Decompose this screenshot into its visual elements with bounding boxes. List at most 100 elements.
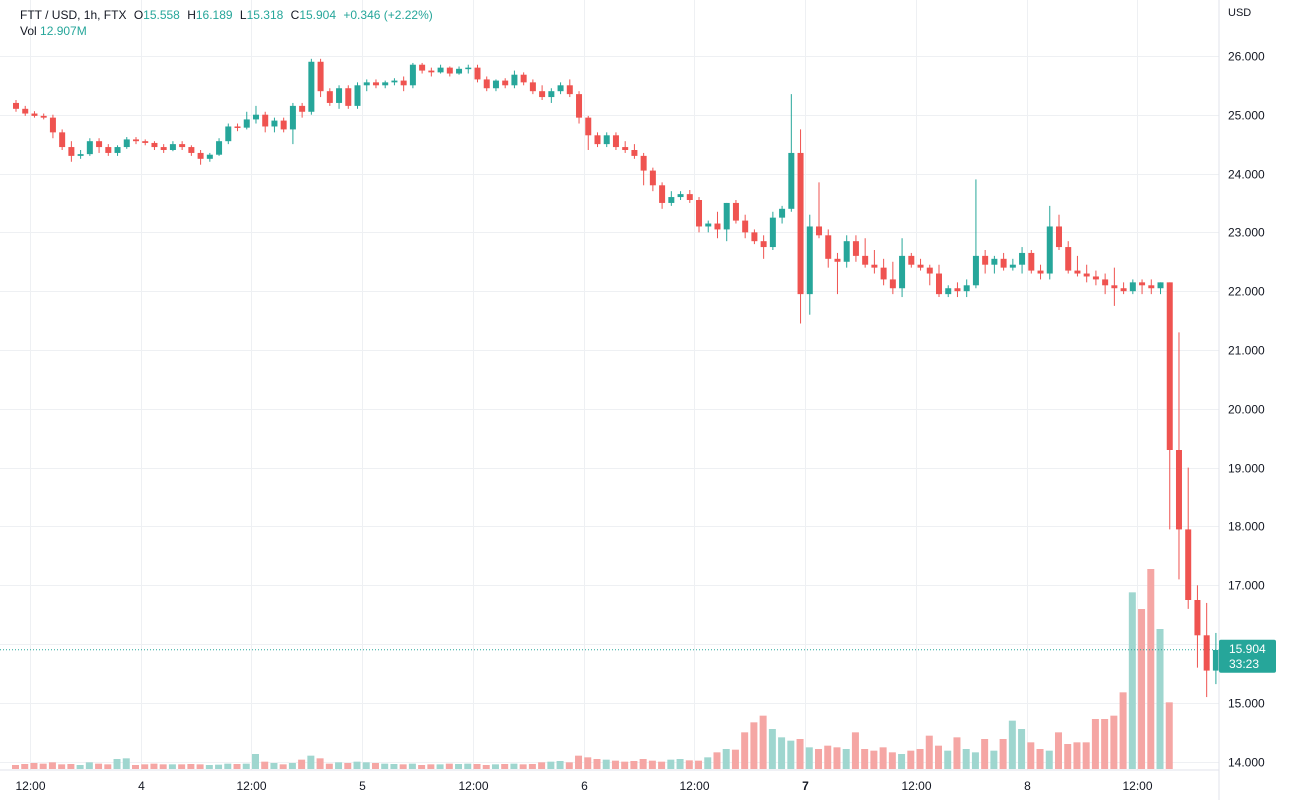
candle-body	[612, 135, 619, 148]
time-tick-label: 8	[1024, 779, 1031, 793]
candle	[1037, 264, 1044, 280]
candle-body	[640, 155, 647, 171]
candle-body	[806, 226, 813, 295]
candle-body	[502, 80, 509, 86]
candle	[742, 214, 749, 239]
time-tick-label: 12:00	[458, 779, 488, 793]
candle	[123, 137, 130, 149]
candle-body	[1148, 285, 1155, 289]
candle	[1139, 279, 1146, 295]
volume-bar	[584, 757, 592, 769]
volume-bar	[981, 739, 989, 769]
price-tag-box	[1219, 639, 1276, 673]
candle-body	[677, 194, 684, 198]
volume-bar	[1165, 702, 1173, 769]
volume-bar	[104, 764, 112, 769]
candle-body	[576, 94, 583, 118]
candle	[1046, 205, 1053, 280]
candle-body	[456, 68, 463, 74]
close-value: 15.904	[299, 8, 337, 22]
volume-bar	[418, 765, 426, 769]
volume-bar	[1045, 750, 1053, 769]
volume-bar	[685, 760, 693, 769]
candle	[243, 111, 250, 130]
candle-body	[825, 235, 832, 259]
volume-bar	[667, 759, 675, 769]
candle-body	[852, 241, 859, 256]
candle-body	[59, 132, 66, 148]
volume-bar	[1156, 629, 1164, 769]
candle	[197, 150, 204, 165]
volume-bar	[547, 761, 555, 769]
volume-bar	[1147, 569, 1155, 769]
volume-bar	[325, 763, 333, 769]
volume-bar	[953, 737, 961, 769]
candle	[982, 250, 989, 274]
candle-body	[631, 150, 638, 156]
volume-bar	[898, 754, 906, 769]
volume-bar	[713, 752, 721, 769]
volume-bar	[427, 764, 435, 769]
price-axis[interactable]: USD14.00015.00016.00017.00018.00019.0002…	[1218, 0, 1265, 800]
candle	[1185, 467, 1192, 609]
candle	[631, 144, 638, 159]
volume-bar	[1119, 692, 1127, 769]
time-tick-label: 4	[138, 779, 145, 793]
volume-bar	[842, 749, 850, 769]
candle-body	[382, 82, 389, 86]
volume-bar	[353, 761, 361, 769]
candle-body	[1111, 285, 1118, 289]
volume-bar	[335, 762, 343, 769]
candle-body	[132, 139, 139, 142]
candle-body	[1028, 252, 1035, 271]
price-tick-label: 21.000	[1228, 344, 1265, 358]
volume-bar	[658, 761, 666, 769]
volume-bar	[251, 754, 259, 769]
volume-bar	[704, 757, 712, 769]
volume-bar	[935, 745, 942, 769]
candle	[1102, 273, 1109, 295]
volume-bar	[1018, 729, 1026, 769]
candle	[446, 66, 453, 77]
candle	[465, 64, 472, 74]
candle	[1074, 255, 1081, 277]
candle	[640, 152, 647, 186]
candle	[899, 238, 906, 298]
volume-bar	[150, 763, 158, 769]
candle-body	[169, 144, 176, 150]
candle-body	[1046, 226, 1053, 274]
volume-bar	[344, 763, 352, 769]
time-axis[interactable]: 12:00 4 12:00 5 12:00 6 12:00 7 12:00 8 12:00	[0, 769, 1219, 793]
candle-body	[668, 197, 675, 203]
candle-body	[483, 79, 490, 89]
price-tick-label: 24.000	[1228, 168, 1265, 182]
volume-bar	[778, 737, 786, 769]
candle	[539, 85, 546, 100]
candle	[954, 282, 961, 298]
volume-bar	[288, 763, 296, 769]
candle	[49, 114, 56, 139]
candle	[816, 182, 823, 239]
volume-bar	[1064, 744, 1072, 769]
candle-body	[86, 141, 93, 155]
volume-bar	[962, 749, 970, 769]
volume-bar	[131, 765, 139, 769]
open-value: 15.558	[143, 8, 180, 22]
candle-body	[686, 194, 693, 200]
candle-body	[1083, 273, 1090, 277]
candle-body	[1092, 276, 1099, 280]
price-tick-label: 17.000	[1228, 579, 1265, 593]
candle	[483, 76, 490, 92]
candle	[336, 85, 343, 109]
volume-bar	[482, 765, 490, 769]
candle	[889, 261, 896, 295]
volume-bar	[519, 764, 527, 769]
candle	[271, 117, 278, 133]
candle-body	[816, 226, 823, 236]
volume-bar	[990, 750, 998, 769]
volume-bar	[399, 764, 407, 769]
candle	[1000, 252, 1007, 271]
volume-bar	[611, 760, 619, 769]
volume-bar	[141, 764, 149, 769]
